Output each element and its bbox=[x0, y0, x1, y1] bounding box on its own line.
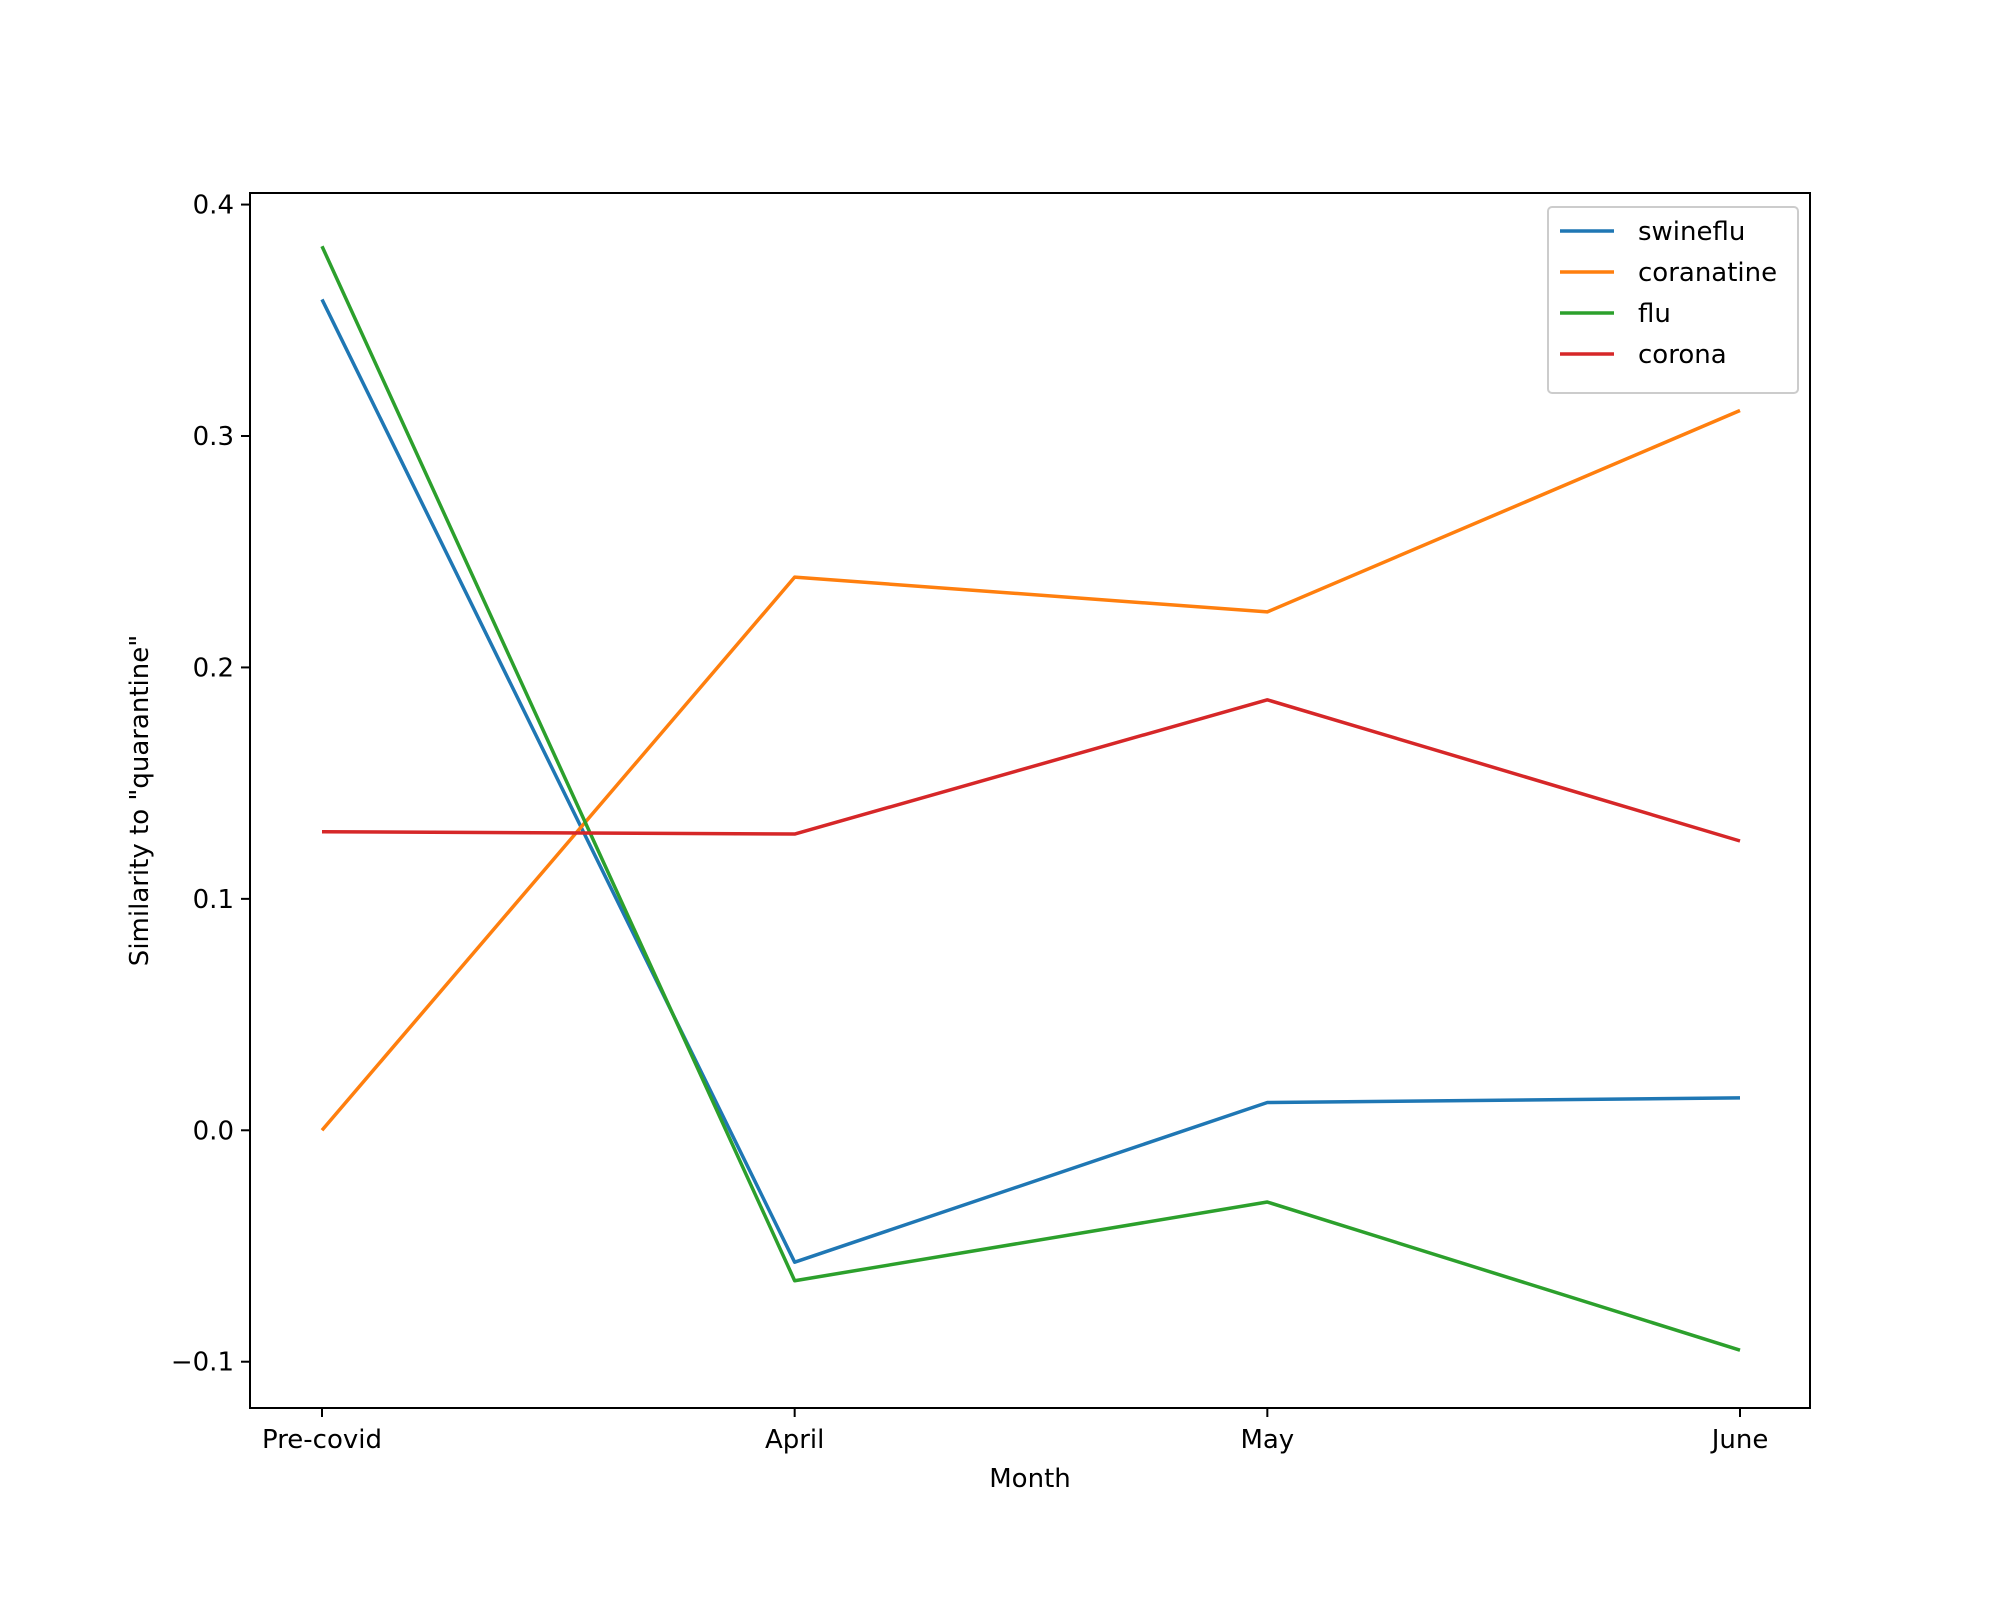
series-line-coranatine bbox=[320, 408, 1741, 1132]
legend-items: swineflu coranatine flu corona bbox=[1560, 217, 1777, 370]
series-line-flu bbox=[320, 245, 1741, 1352]
x-axis: Pre-covid April May June bbox=[262, 1408, 1768, 1455]
legend-item: flu bbox=[1560, 299, 1671, 329]
legend-label: flu bbox=[1638, 299, 1671, 329]
x-tick-label: April bbox=[765, 1425, 824, 1455]
legend-label: coranatine bbox=[1638, 258, 1777, 288]
legend-item: corona bbox=[1560, 340, 1727, 370]
series-line-swineflu bbox=[320, 298, 1741, 1264]
series-line-corona bbox=[321, 698, 1741, 843]
legend-box bbox=[1547, 206, 1799, 394]
legend-item: coranatine bbox=[1560, 258, 1777, 288]
y-tick-label: 0.4 bbox=[193, 191, 234, 221]
y-tick-label: 0.1 bbox=[193, 885, 234, 915]
y-tick-label: −0.1 bbox=[171, 1348, 234, 1378]
x-tick-label: May bbox=[1240, 1425, 1294, 1455]
plot-frame bbox=[249, 192, 1811, 1409]
x-tick-label: Pre-covid bbox=[262, 1425, 382, 1455]
x-tick-label: June bbox=[1710, 1425, 1769, 1455]
y-axis-label: Similarity to "quarantine" bbox=[125, 635, 155, 966]
y-tick-label: 0.3 bbox=[193, 422, 234, 452]
y-tick-label: 0.2 bbox=[193, 653, 234, 683]
y-tick-label: 0.0 bbox=[193, 1116, 234, 1146]
series-layer bbox=[320, 245, 1741, 1352]
legend-label: corona bbox=[1638, 340, 1727, 370]
legend: swineflu coranatine flu corona bbox=[1547, 206, 1799, 394]
legend-item: swineflu bbox=[1560, 217, 1745, 247]
legend-label: swineflu bbox=[1638, 217, 1745, 247]
y-axis: −0.1 0.0 0.1 0.2 0.3 0.4 bbox=[171, 191, 250, 1378]
x-axis-label: Month bbox=[989, 1464, 1071, 1494]
